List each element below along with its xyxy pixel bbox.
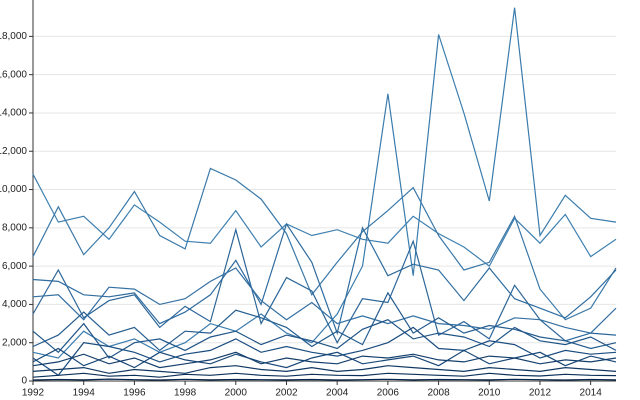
x-tick-label: 2010: [478, 388, 501, 399]
x-tick-label: 2002: [275, 388, 298, 399]
series-line: [32, 7, 617, 359]
x-tick-label: 2008: [427, 388, 450, 399]
y-tick-label: 12,000: [0, 146, 27, 157]
x-tick-label: 1996: [123, 388, 146, 399]
y-tick-label: 0: [21, 376, 27, 387]
y-tick-label: 2,000: [2, 337, 27, 348]
y-tick-label: 10,000: [0, 184, 27, 195]
series-line: [32, 173, 617, 268]
x-tick-label: 2006: [377, 388, 400, 399]
series-line: [32, 167, 617, 321]
y-tick-label: 16,000: [0, 69, 27, 80]
y-tick-label: 14,000: [0, 108, 27, 119]
series-line: [32, 365, 617, 374]
x-tick-label: 1994: [73, 388, 96, 399]
x-tick-label: 1998: [174, 388, 197, 399]
y-tick-label: 8,000: [2, 222, 27, 233]
series-line: [32, 326, 617, 377]
series-line: [32, 378, 617, 381]
series-line: [32, 319, 617, 359]
series-line: [32, 291, 617, 352]
x-tick-label: 2004: [326, 388, 349, 399]
series-line: [32, 267, 617, 334]
x-tick-label: 1992: [22, 388, 45, 399]
x-tick-label: 2014: [580, 388, 603, 399]
x-tick-label: 2000: [225, 388, 248, 399]
series-line: [32, 372, 617, 378]
x-tick-label: 2012: [529, 388, 552, 399]
series-line: [32, 227, 617, 344]
y-tick-label: 6,000: [2, 261, 27, 272]
y-tick-label: 4,000: [2, 299, 27, 310]
series-line: [32, 351, 617, 369]
series-line: [32, 222, 617, 336]
y-tick-label: 18,000: [0, 31, 27, 42]
series-line: [32, 347, 617, 369]
